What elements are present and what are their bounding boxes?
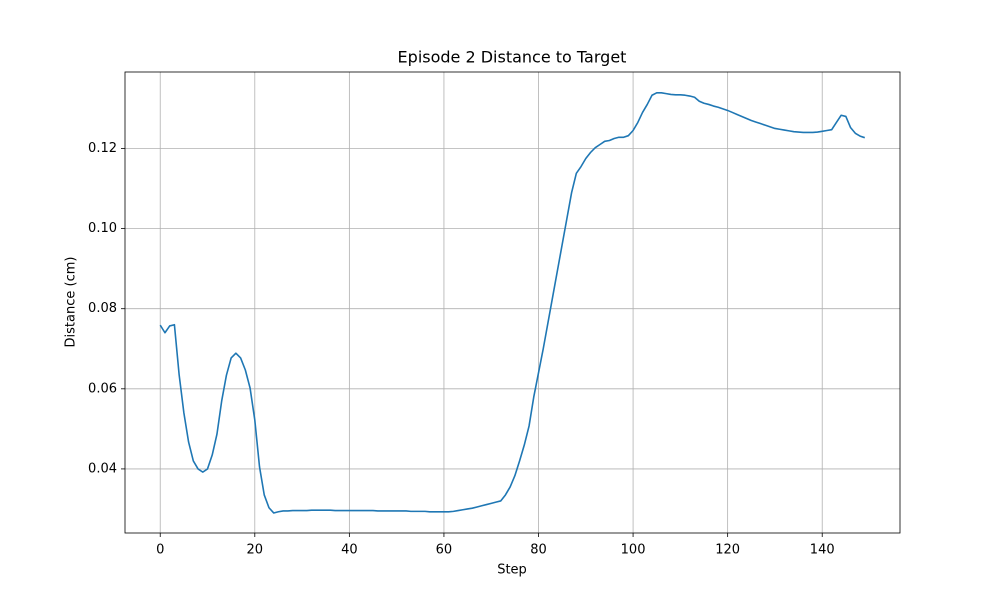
x-tick-label: 40 <box>341 543 358 558</box>
x-tick-label: 0 <box>156 543 164 558</box>
y-tick-label: 0.10 <box>88 221 117 236</box>
x-tick-label: 60 <box>436 543 453 558</box>
x-tick-label: 140 <box>810 543 835 558</box>
y-tick-label: 0.12 <box>88 141 117 156</box>
x-tick-label: 100 <box>621 543 646 558</box>
x-tick-label: 20 <box>247 543 264 558</box>
x-tick-label: 120 <box>715 543 740 558</box>
x-axis-label: Step <box>497 563 527 578</box>
x-tick-label: 80 <box>530 543 547 558</box>
chart-title: Episode 2 Distance to Target <box>398 48 627 67</box>
y-axis-label: Distance (cm) <box>64 257 79 348</box>
y-tick-label: 0.08 <box>88 301 117 316</box>
y-tick-label: 0.04 <box>88 461 117 476</box>
plot-frame <box>124 71 901 534</box>
data-line <box>159 92 866 514</box>
y-tick-label: 0.06 <box>88 381 117 396</box>
